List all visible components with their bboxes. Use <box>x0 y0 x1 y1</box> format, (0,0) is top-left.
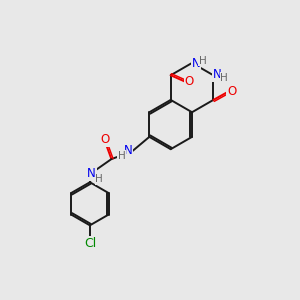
Text: H: H <box>118 151 125 160</box>
Text: O: O <box>184 75 194 88</box>
Text: N: N <box>87 167 96 180</box>
Text: H: H <box>95 174 103 184</box>
Text: N: N <box>213 68 222 81</box>
Text: N: N <box>191 57 200 70</box>
Text: Cl: Cl <box>84 237 96 250</box>
Text: H: H <box>220 73 228 82</box>
Text: H: H <box>199 56 207 66</box>
Text: O: O <box>100 133 109 146</box>
Text: N: N <box>123 144 132 157</box>
Text: O: O <box>227 85 236 98</box>
